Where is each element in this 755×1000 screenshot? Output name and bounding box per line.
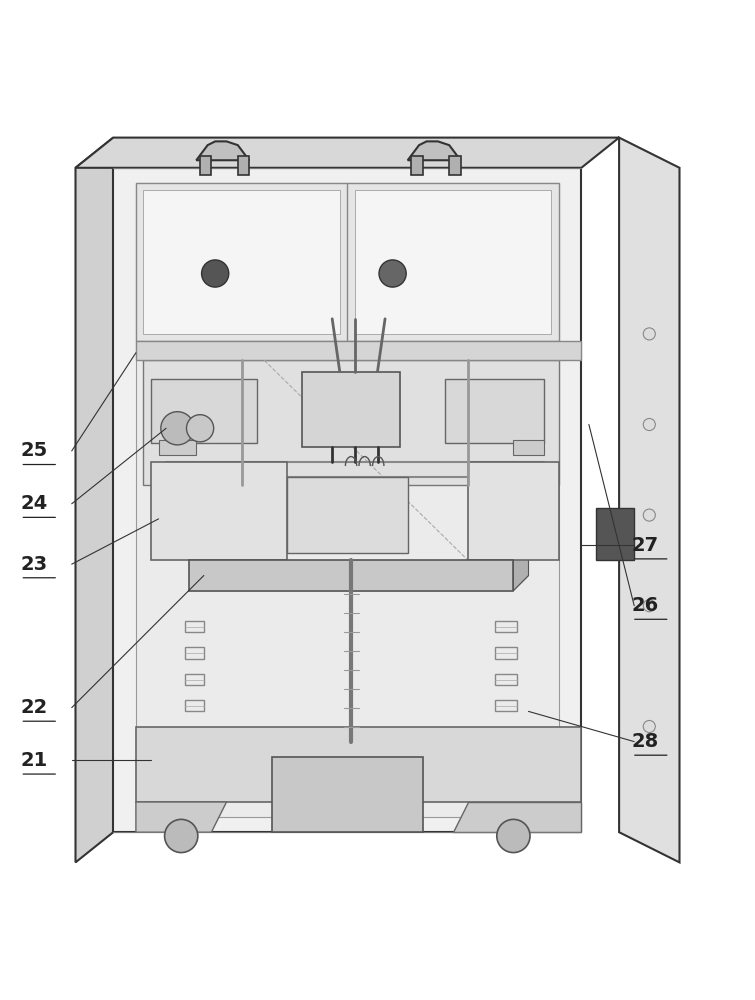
Polygon shape — [513, 545, 528, 591]
Circle shape — [643, 509, 655, 521]
Circle shape — [165, 819, 198, 853]
FancyBboxPatch shape — [449, 156, 461, 175]
Text: 21: 21 — [20, 751, 48, 770]
Polygon shape — [76, 138, 619, 168]
Polygon shape — [408, 141, 461, 160]
Polygon shape — [143, 360, 559, 485]
Text: 24: 24 — [20, 494, 48, 513]
FancyBboxPatch shape — [411, 156, 423, 175]
FancyBboxPatch shape — [302, 372, 400, 447]
Polygon shape — [136, 726, 581, 802]
FancyBboxPatch shape — [272, 757, 423, 832]
FancyBboxPatch shape — [355, 190, 551, 334]
FancyBboxPatch shape — [287, 477, 408, 553]
Polygon shape — [136, 341, 581, 360]
Circle shape — [643, 600, 655, 612]
Text: 28: 28 — [632, 732, 659, 751]
Polygon shape — [189, 560, 513, 591]
FancyBboxPatch shape — [143, 190, 340, 334]
Circle shape — [497, 819, 530, 853]
Circle shape — [379, 260, 406, 287]
Text: 25: 25 — [20, 441, 48, 460]
Polygon shape — [136, 802, 226, 832]
Text: 22: 22 — [20, 698, 48, 717]
FancyBboxPatch shape — [238, 156, 249, 175]
FancyBboxPatch shape — [136, 183, 559, 341]
Circle shape — [186, 415, 214, 442]
Polygon shape — [189, 575, 528, 591]
FancyBboxPatch shape — [596, 508, 634, 560]
Circle shape — [643, 418, 655, 431]
FancyBboxPatch shape — [513, 440, 544, 455]
FancyBboxPatch shape — [468, 462, 559, 560]
Text: 26: 26 — [632, 596, 659, 615]
Text: 23: 23 — [20, 555, 48, 574]
Text: 27: 27 — [632, 536, 659, 555]
FancyBboxPatch shape — [136, 183, 559, 817]
FancyBboxPatch shape — [200, 156, 211, 175]
FancyBboxPatch shape — [159, 440, 196, 455]
Circle shape — [202, 260, 229, 287]
Polygon shape — [76, 138, 113, 862]
Circle shape — [161, 412, 194, 445]
Polygon shape — [196, 141, 249, 160]
Polygon shape — [453, 802, 581, 832]
FancyBboxPatch shape — [151, 462, 287, 560]
FancyBboxPatch shape — [113, 168, 581, 832]
FancyBboxPatch shape — [445, 379, 544, 443]
Circle shape — [643, 328, 655, 340]
Circle shape — [643, 720, 655, 733]
FancyBboxPatch shape — [151, 379, 257, 443]
Polygon shape — [619, 138, 680, 862]
